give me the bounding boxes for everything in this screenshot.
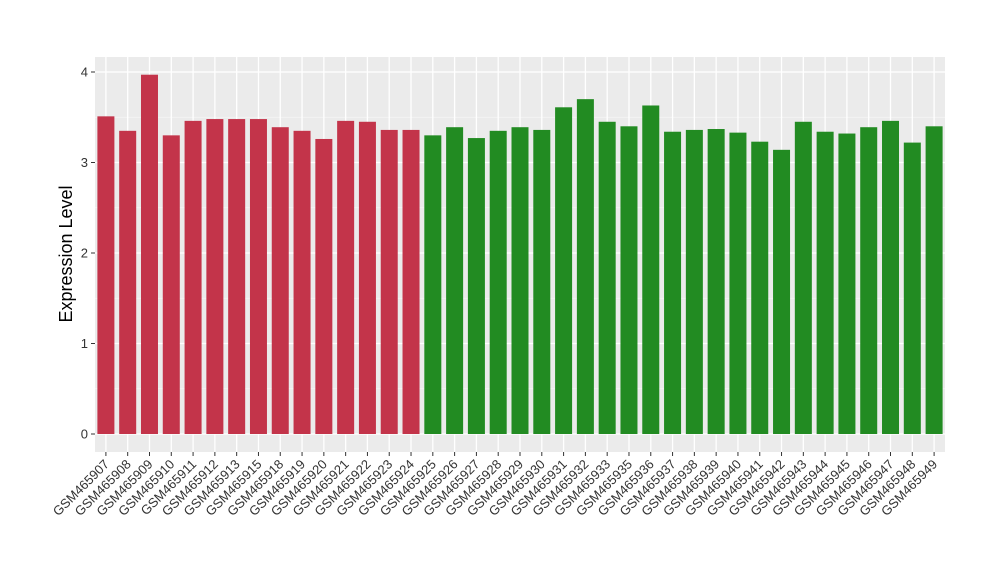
bar-GSM465928 — [489, 130, 507, 434]
bar-GSM465918 — [271, 127, 289, 434]
bar-GSM465911 — [184, 120, 202, 435]
y-tick-label: 0 — [81, 427, 88, 442]
bar-GSM465910 — [162, 135, 180, 434]
bar-GSM465913 — [228, 119, 246, 434]
bar-GSM465927 — [467, 138, 485, 434]
x-axis: GSM465907GSM465908GSM465909GSM465910GSM4… — [50, 452, 940, 519]
bar-GSM465908 — [119, 130, 137, 434]
bar-GSM465925 — [424, 135, 442, 434]
bar-GSM465931 — [555, 107, 573, 435]
bar-GSM465940 — [729, 132, 747, 434]
bar-GSM465936 — [642, 105, 660, 435]
y-axis-title: Expression Level — [56, 185, 76, 322]
bar-GSM465946 — [860, 127, 878, 434]
y-tick-label: 2 — [81, 246, 88, 261]
bar-GSM465909 — [140, 74, 158, 434]
bar-GSM465942 — [773, 149, 791, 434]
bar-GSM465935 — [620, 126, 638, 435]
bar-GSM465907 — [97, 116, 115, 434]
bar-GSM465939 — [707, 129, 725, 434]
bar-GSM465912 — [206, 119, 224, 434]
bar-GSM465919 — [293, 130, 311, 434]
bar-GSM465930 — [533, 129, 551, 435]
y-tick-label: 4 — [81, 65, 88, 80]
bar-GSM465926 — [446, 127, 464, 434]
bar-GSM465929 — [511, 127, 529, 434]
bar-GSM465932 — [576, 99, 594, 435]
bar-GSM465943 — [794, 121, 812, 435]
bar-GSM465915 — [249, 119, 267, 434]
bar-GSM465938 — [685, 129, 703, 435]
bar-GSM465924 — [402, 129, 420, 435]
bar-GSM465945 — [838, 133, 856, 435]
bar-GSM465923 — [380, 129, 398, 435]
bar-GSM465941 — [751, 141, 769, 434]
bar-GSM465947 — [882, 120, 900, 435]
bars — [97, 74, 943, 435]
bar-GSM465948 — [903, 142, 921, 434]
y-tick-label: 1 — [81, 336, 88, 351]
bar-GSM465921 — [337, 120, 355, 435]
bar-GSM465949 — [925, 126, 943, 435]
bar-GSM465920 — [315, 138, 333, 434]
y-tick-label: 3 — [81, 155, 88, 170]
bar-GSM465922 — [358, 121, 376, 435]
bar-GSM465944 — [816, 131, 834, 435]
bar-GSM465937 — [664, 131, 682, 435]
y-axis: 0 1 2 3 4 — [81, 65, 95, 442]
bar-GSM465933 — [598, 121, 616, 435]
